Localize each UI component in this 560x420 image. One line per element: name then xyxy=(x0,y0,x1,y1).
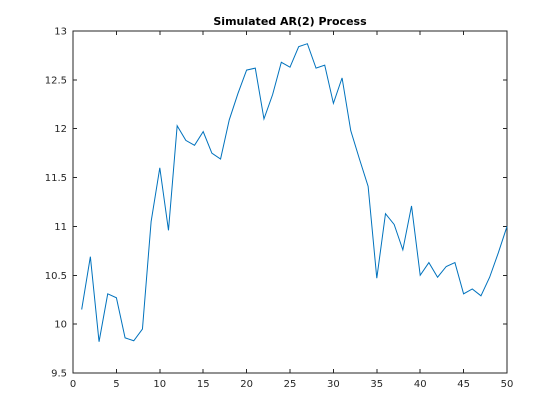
x-tick-label: 35 xyxy=(370,379,383,390)
x-tick-label: 10 xyxy=(153,379,166,390)
y-tick-label: 10 xyxy=(54,320,67,331)
x-tick-label: 45 xyxy=(457,379,470,390)
x-tick-label: 0 xyxy=(70,379,76,390)
x-tick-label: 40 xyxy=(414,379,427,390)
series-line xyxy=(81,43,508,342)
y-tick-label: 12 xyxy=(54,124,67,135)
y-tick-label: 10.5 xyxy=(45,271,67,282)
x-tick-label: 25 xyxy=(284,379,297,390)
x-tick-label: 30 xyxy=(327,379,340,390)
chart-title: Simulated AR(2) Process xyxy=(213,15,367,28)
x-tick-label: 15 xyxy=(197,379,210,390)
plot-area-frame xyxy=(72,30,508,374)
x-axis: 0 5 10 15 20 25 30 35 40 45 50 xyxy=(70,31,514,390)
x-tick-label: 20 xyxy=(240,379,253,390)
y-axis: 9.5 10 10.5 11 11.5 12 12.5 13 xyxy=(45,27,507,380)
x-tick-label: 50 xyxy=(501,379,514,390)
y-tick-label: 9.5 xyxy=(51,369,67,380)
y-tick-label: 12.5 xyxy=(45,75,67,86)
y-tick-label: 11.5 xyxy=(45,173,67,184)
y-tick-label: 13 xyxy=(54,27,67,38)
y-tick-label: 11 xyxy=(54,222,67,233)
x-tick-label: 5 xyxy=(113,379,119,390)
